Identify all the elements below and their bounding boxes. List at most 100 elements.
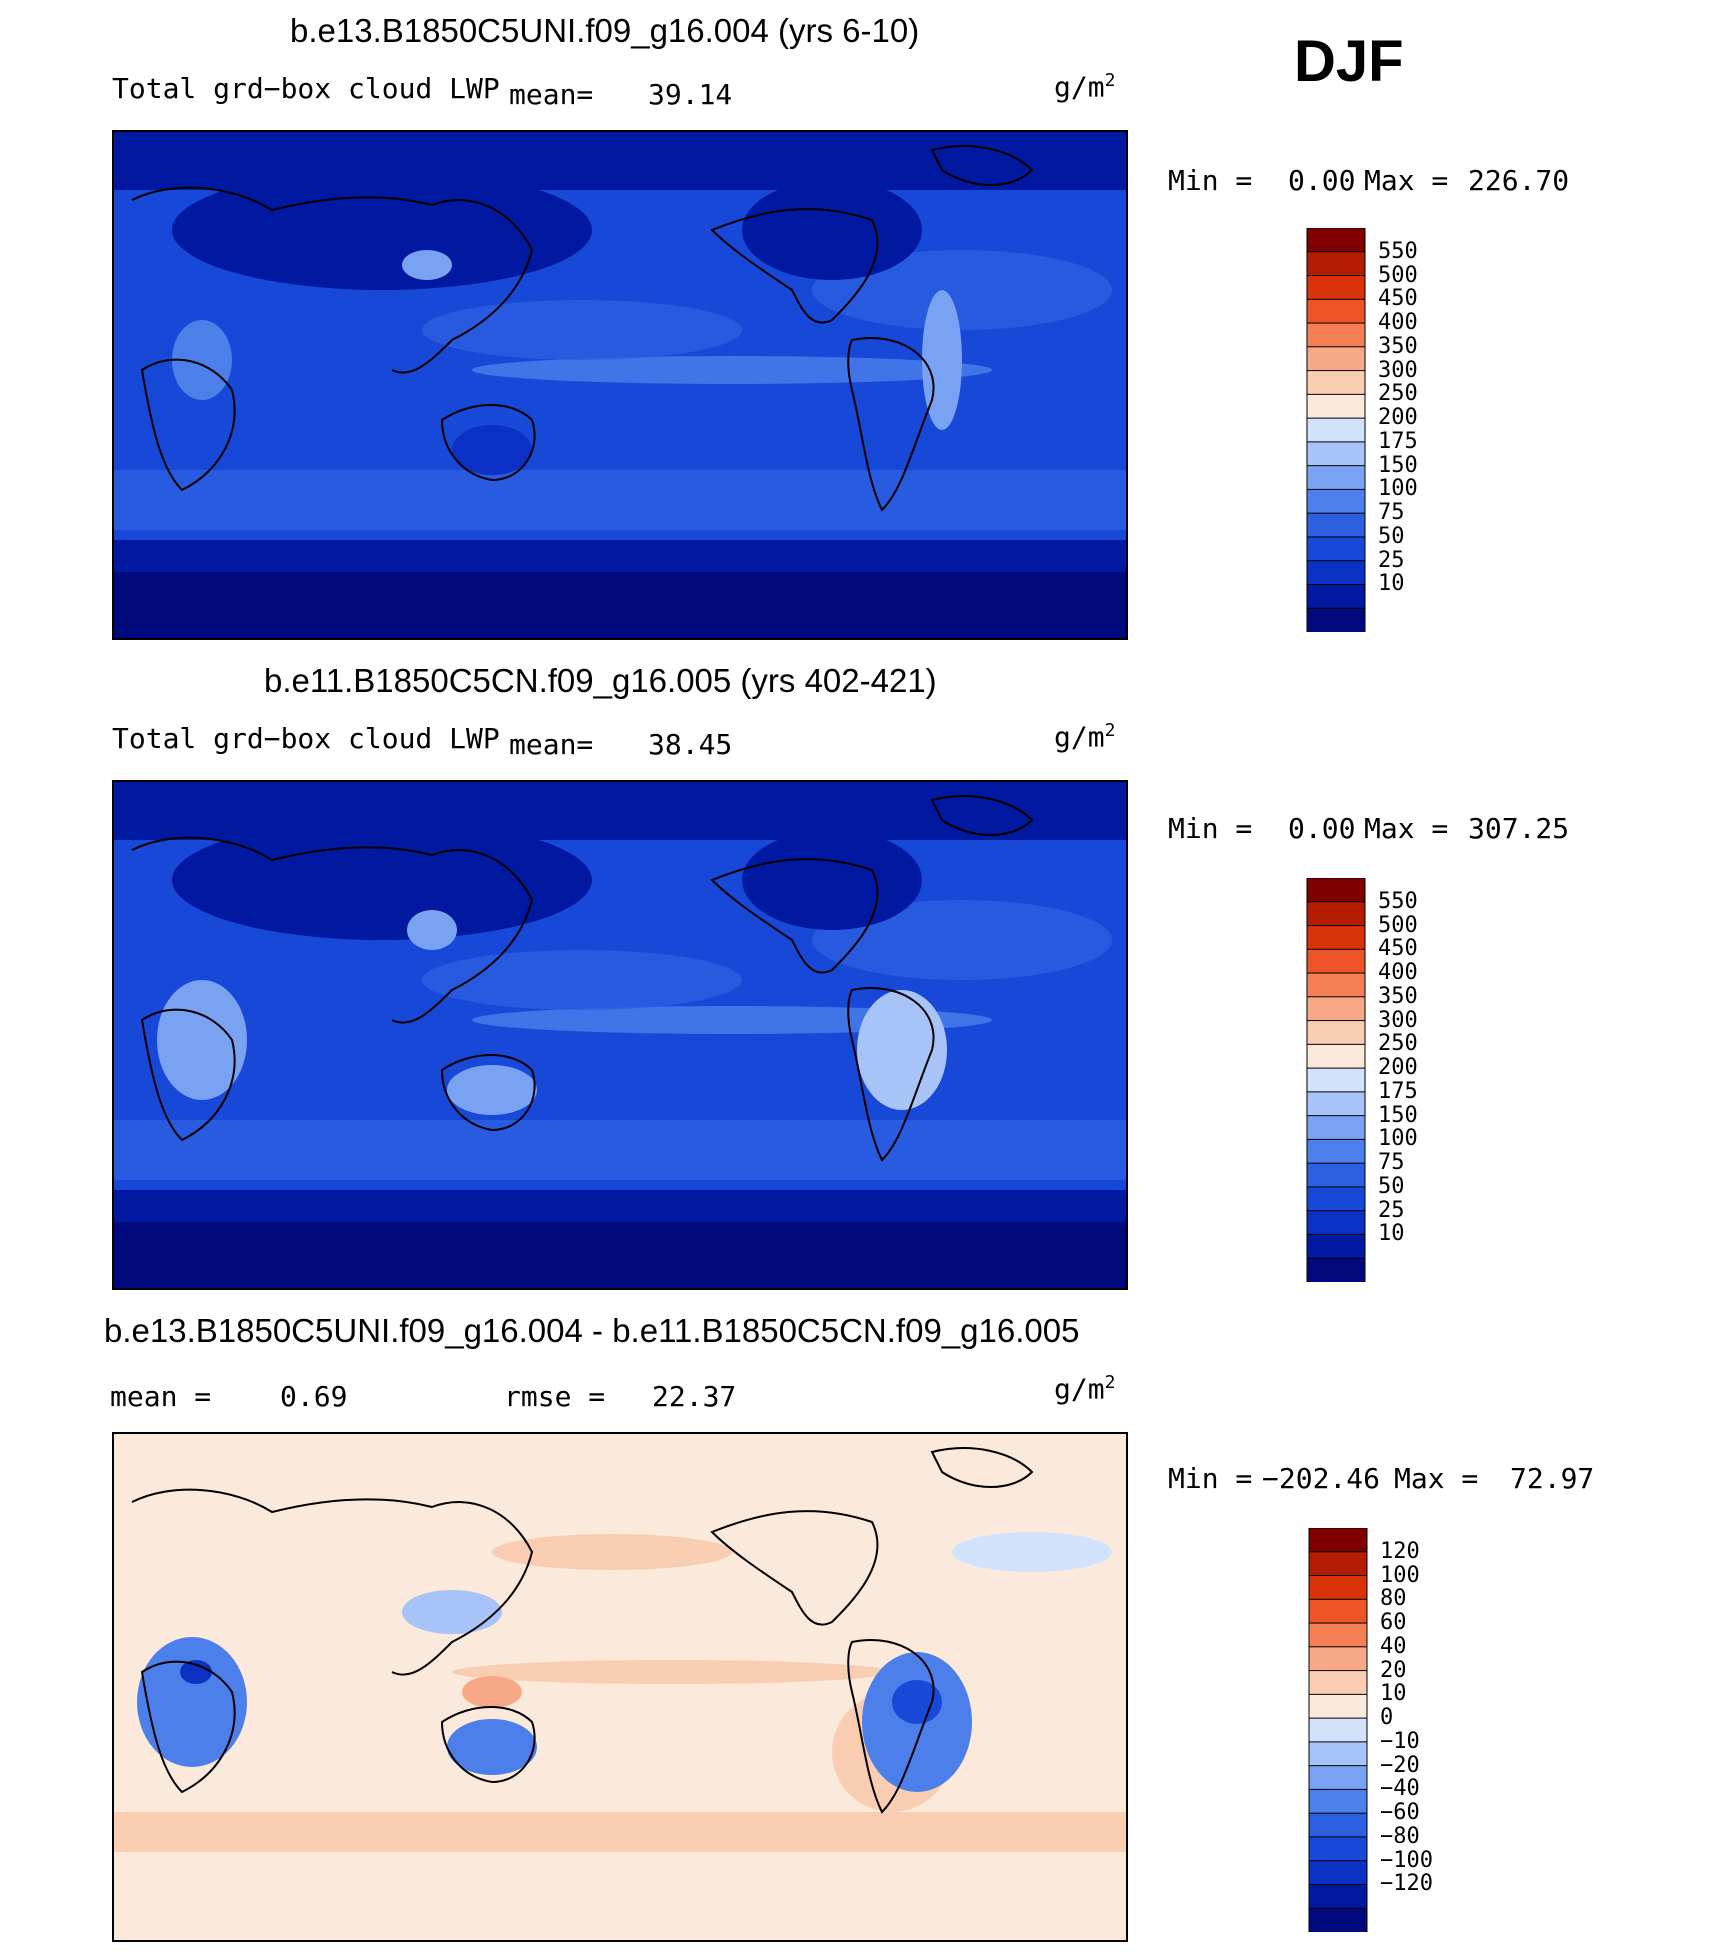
panel2-mean-value: 38.45 (648, 728, 733, 761)
coastlines (131, 795, 1034, 1162)
colorbar-swatch (1308, 1670, 1368, 1696)
colorbar-swatch (1308, 1788, 1368, 1815)
colorbar-tick-label: −20 (1380, 1752, 1420, 1778)
panel1-mean-value: 39.14 (648, 78, 733, 111)
colorbar-tick-label: −120 (1380, 1871, 1433, 1897)
colorbar-tick-label: 350 (1378, 333, 1418, 359)
colorbar-swatch (1306, 346, 1366, 372)
colorbar-tick-label: 50 (1378, 523, 1405, 549)
colorbar-swatch (1308, 1693, 1368, 1720)
panel1-units: g/m2 (1054, 70, 1116, 104)
colorbar-swatch (1306, 417, 1366, 443)
coastlines (131, 145, 1034, 512)
atlantic-storm-track (812, 900, 1112, 980)
north-pacific-positive (492, 1534, 732, 1570)
colorbar-swatch (1308, 1812, 1368, 1838)
colorbar-tick-label: 100 (1378, 1126, 1418, 1152)
colorbar-tick-label: 25 (1378, 547, 1405, 573)
colorbar-swatch (1306, 996, 1366, 1022)
colorbar-swatch (1308, 1765, 1368, 1791)
north-america-interior (742, 180, 922, 280)
asia-interior (172, 170, 592, 290)
colorbar-swatch (1308, 1646, 1368, 1672)
panel2-max-value: 307.25 (1468, 812, 1570, 845)
colorbar-swatch (1306, 607, 1366, 632)
colorbar-swatch (1308, 1598, 1368, 1625)
panel2-min-label: Min = (1168, 812, 1253, 845)
colorbar-swatch (1306, 441, 1366, 467)
colorbar-swatch (1306, 322, 1366, 348)
colorbar-tick-label: 250 (1378, 1031, 1418, 1057)
colorbar-tick-label: −10 (1380, 1728, 1420, 1754)
australia-interior (452, 425, 532, 475)
colorbar-swatch (1306, 488, 1366, 515)
panel3-max-label: Max = (1394, 1462, 1479, 1495)
colorbar-swatch (1306, 948, 1366, 975)
season-label: DJF (1294, 29, 1404, 94)
panel3-mean-value: 0.69 (280, 1380, 348, 1413)
north-atlantic-negative (952, 1532, 1112, 1572)
antarctic-band (112, 570, 1128, 640)
southern-storm-track (112, 1120, 1128, 1180)
panel2-map (112, 780, 1128, 1290)
colorbar-tick-label: 10 (1380, 1681, 1407, 1707)
itcz-band (472, 356, 992, 384)
colorbar-swatch (1306, 1257, 1366, 1282)
panel2-colorbar (1306, 878, 1366, 1282)
antarctic-band (112, 1220, 1128, 1290)
colorbar-swatch (1306, 228, 1366, 253)
colorbar-swatch (1308, 1575, 1368, 1601)
colorbar-swatch (1308, 1551, 1368, 1577)
colorbar-swatch (1306, 275, 1366, 301)
colorbar-tick-label: 10 (1378, 571, 1405, 597)
colorbar-tick-label: 20 (1380, 1657, 1407, 1683)
colorbar-tick-label: 200 (1378, 1055, 1418, 1081)
south-america-cloud (857, 990, 947, 1110)
southern-storm-track (112, 470, 1128, 530)
panel2-variable: Total grd−box cloud LWP (112, 722, 500, 755)
colorbar-tick-label: 10 (1378, 1221, 1405, 1247)
panel1-map (112, 130, 1128, 640)
australia-cloud (447, 1065, 537, 1115)
colorbar-tick-label: 300 (1378, 1007, 1418, 1033)
indian-ocean-positive (462, 1676, 522, 1708)
colorbar-swatch (1308, 1741, 1368, 1767)
colorbar-swatch (1306, 465, 1366, 491)
colorbar-tick-label: −40 (1380, 1776, 1420, 1802)
colorbar-tick-label: 550 (1378, 888, 1418, 914)
colorbar-swatch (1308, 1883, 1368, 1910)
colorbar-swatch (1306, 1115, 1366, 1141)
colorbar-tick-label: 250 (1378, 381, 1418, 407)
colorbar-tick-label: 60 (1380, 1610, 1407, 1636)
colorbar-tick-label: 25 (1378, 1197, 1405, 1223)
panel3-title: b.e13.B1850C5UNI.f09_g16.004 - b.e11.B18… (104, 1312, 1080, 1349)
panel1-variable: Total grd−box cloud LWP (112, 72, 500, 105)
colorbar-swatch (1306, 560, 1366, 586)
colorbar-swatch (1306, 1210, 1366, 1236)
colorbar-tick-label: 200 (1378, 405, 1418, 431)
colorbar-tick-label: 0 (1380, 1705, 1394, 1731)
colorbar-swatch (1306, 1186, 1366, 1212)
colorbar-swatch (1308, 1836, 1368, 1862)
panel3-colorbar (1308, 1528, 1368, 1932)
colorbar-swatch (1306, 972, 1366, 998)
colorbar-tick-label: 100 (1380, 1562, 1420, 1588)
colorbar-swatch (1308, 1717, 1368, 1743)
colorbar-tick-label: 120 (1380, 1538, 1420, 1564)
colorbar-tick-label: 40 (1380, 1633, 1407, 1659)
panel3-mean-label: mean = (110, 1380, 212, 1413)
colorbar-swatch (1306, 512, 1366, 538)
itcz-positive (452, 1660, 892, 1684)
maritime-continent-negative (402, 1590, 502, 1634)
africa-negative (137, 1637, 247, 1767)
panel2-mean-label: mean= (509, 728, 594, 761)
pacific-storm-track (422, 950, 742, 1010)
colorbar-tick-label: −60 (1380, 1800, 1420, 1826)
panel1-colorbar (1306, 228, 1366, 632)
colorbar-tick-label: 450 (1378, 936, 1418, 962)
colorbar-swatch (1306, 1067, 1366, 1093)
south-america-peak (892, 1680, 942, 1724)
panel3-max-value: 72.97 (1510, 1462, 1595, 1495)
colorbar-tick-label: 175 (1378, 1078, 1418, 1104)
colorbar-tick-label: 175 (1378, 428, 1418, 454)
